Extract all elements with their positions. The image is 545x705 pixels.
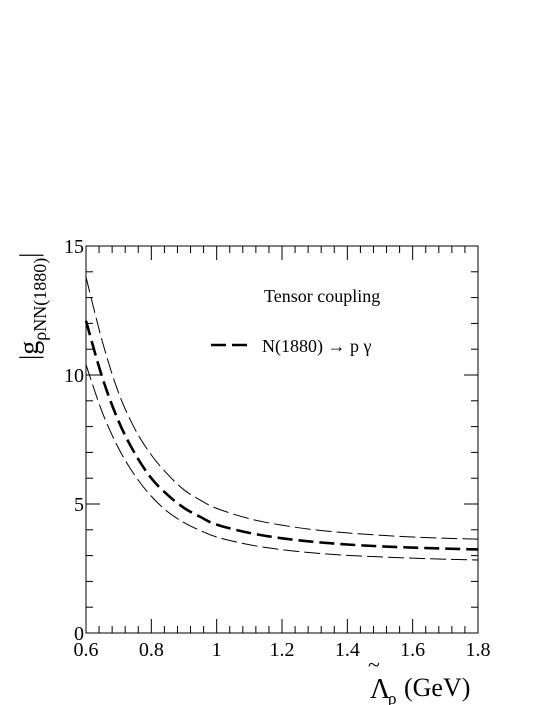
legend-title: Tensor coupling	[264, 286, 380, 306]
x-tick-label: 1	[212, 639, 222, 661]
y-tick-label: 15	[64, 236, 84, 258]
x-tick-label: 1.6	[400, 639, 425, 661]
y-tick-label: 10	[64, 365, 84, 387]
axis-ticks	[85, 245, 479, 634]
x-tick-label: 0.8	[139, 639, 164, 661]
legend-entry: N(1880) → p γ	[262, 336, 371, 357]
y-axis-title: |gρNN(1880)|	[14, 253, 51, 360]
y-axis-title-subscript: ρNN(1880)	[30, 258, 51, 341]
x-axis-title-symbol: Λ	[370, 674, 391, 705]
series-line-lower	[85, 364, 479, 561]
axis-tick-labels: 0.6 0.8 1 1.2 1.4 1.6 1.8 0 5 10 15	[64, 236, 491, 661]
x-axis-title-unit: (GeV)	[404, 673, 470, 702]
tilde-accent: ~	[368, 652, 380, 677]
y-tick-label: 0	[74, 623, 84, 645]
data-curves	[84, 276, 479, 561]
x-tick-label: 1.2	[270, 639, 295, 661]
x-tick-label: 1.8	[466, 639, 491, 661]
y-tick-label: 5	[74, 494, 84, 516]
x-tick-label: 1.4	[335, 639, 360, 661]
svg-text:|gρNN(1880)|: |gρNN(1880)|	[14, 253, 51, 360]
x-tick-label: 0.6	[74, 639, 99, 661]
series-line-upper	[85, 276, 479, 540]
y-axis-title-main: g	[14, 341, 45, 355]
x-axis-title: Λ ~ ρ (GeV)	[368, 652, 470, 705]
x-axis-title-subscript: ρ	[388, 689, 396, 705]
series-line-central	[84, 320, 479, 551]
